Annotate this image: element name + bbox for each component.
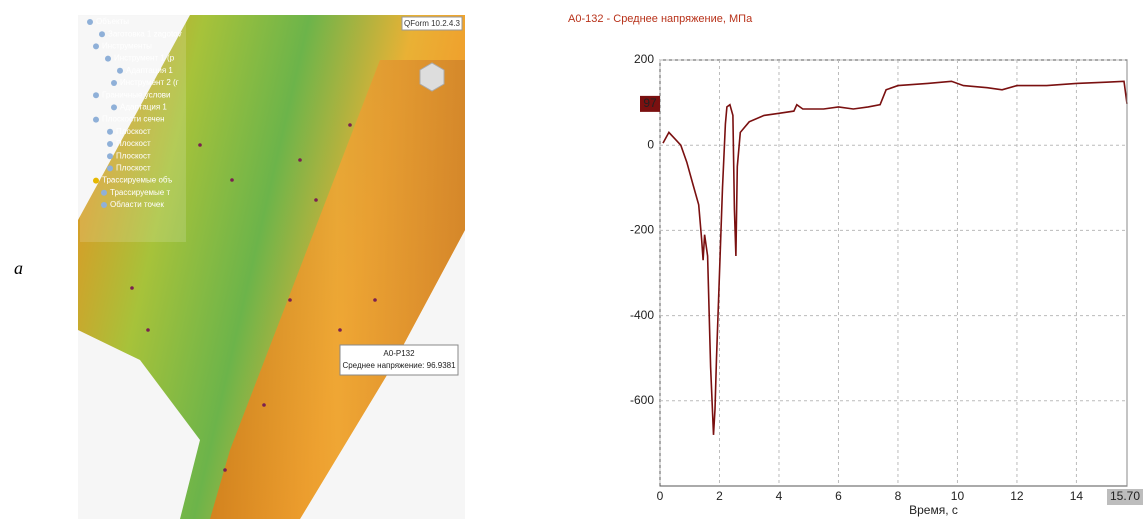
tree-icon xyxy=(93,178,99,184)
x-tick-label: 0 xyxy=(657,489,664,503)
page: { "figure_label": "а", "viewer": { "vers… xyxy=(0,0,1143,519)
tree-icon xyxy=(107,165,113,171)
tree-item: Адаптация 1 xyxy=(126,66,173,75)
tree-icon xyxy=(111,80,117,86)
version: QForm 10.2.4.3 xyxy=(404,19,461,28)
tree-item: Области точек xyxy=(110,200,164,209)
tree-item: Плоскости сечен xyxy=(102,115,165,124)
tree-item: Адаптация 1 xyxy=(120,103,167,112)
value-cursor-label: 97 xyxy=(643,96,657,110)
chart: А0-132 - Среднее напряжение, МПа 200 0 -20… xyxy=(568,13,1143,517)
x-axis-label: Время, с xyxy=(909,503,958,517)
tree-icon xyxy=(107,153,113,159)
viewer: Объекты Заготовка 1 zagotov Инструменты Инс… xyxy=(78,15,465,519)
tree-item: Инструменты xyxy=(102,42,152,51)
tree-icon xyxy=(107,141,113,147)
tree-icon xyxy=(101,202,107,208)
tree-icon xyxy=(87,19,93,25)
tree-icon xyxy=(93,92,99,98)
tree-item: Плоскост xyxy=(116,151,151,160)
tree-item: Граничные услови xyxy=(102,90,171,99)
tree-icon xyxy=(93,43,99,49)
y-tick-label: -600 xyxy=(630,393,654,407)
tooltip-text: Среднее напряжение: 96.9381 xyxy=(342,361,456,370)
chart-title: А0-132 - Среднее напряжение, МПа xyxy=(568,13,753,25)
figure-label: а xyxy=(14,258,23,278)
tree-item: Плоскост xyxy=(116,139,151,148)
x-tick-label: 2 xyxy=(716,489,723,503)
series-line xyxy=(663,81,1127,435)
tree-item: Трассируемые т xyxy=(110,188,170,197)
x-tick-label: 6 xyxy=(835,489,842,503)
tree-item: Инструмент 1 (р xyxy=(114,54,175,63)
plot-area xyxy=(660,60,1127,486)
tree-icon xyxy=(93,117,99,123)
tree-item: Объекты xyxy=(96,17,129,26)
tree-item: Заготовка 1 zagotov xyxy=(108,29,182,38)
x-tick-label: 8 xyxy=(895,489,902,503)
tree-icon xyxy=(111,104,117,110)
tree-item: Плоскост xyxy=(116,127,151,136)
tree-icon xyxy=(117,68,123,74)
figure: а Объекты Заготовка 1 zagotov Инструменты И… xyxy=(0,0,1143,519)
tree-item: Инструмент 2 (г xyxy=(120,78,179,87)
y-tick-label: 0 xyxy=(647,137,654,151)
tree-item: Плоскост xyxy=(116,164,151,173)
x-tick-label: 10 xyxy=(951,489,965,503)
time-cursor-label: 15.70 xyxy=(1110,489,1140,503)
y-tick-label: 200 xyxy=(634,52,654,66)
x-tick-label: 12 xyxy=(1010,489,1024,503)
x-tick-label: 4 xyxy=(776,489,783,503)
tree-icon xyxy=(107,129,113,135)
tree-icon xyxy=(99,31,105,37)
y-tick-label: -400 xyxy=(630,308,654,322)
tree-icon xyxy=(101,190,107,196)
tree-icon xyxy=(105,56,111,62)
y-tick-label: -200 xyxy=(630,223,654,237)
tooltip-title: A0-P132 xyxy=(383,349,415,358)
x-tick-label: 14 xyxy=(1070,489,1084,503)
tree-item: Трассируемые объ xyxy=(102,176,172,185)
